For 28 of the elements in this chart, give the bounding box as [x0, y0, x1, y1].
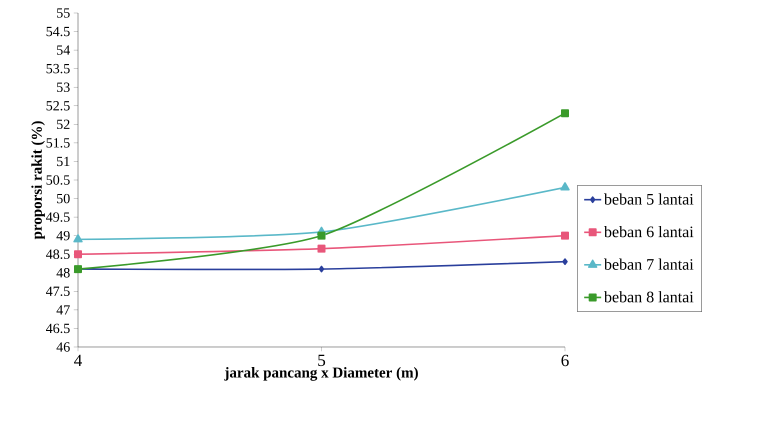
y-tick-label: 51: [57, 156, 70, 166]
legend-label: beban 7 lantai: [604, 258, 694, 270]
x-tick-label: 4: [74, 354, 82, 366]
y-tick-label: 48: [56, 268, 70, 278]
y-tick-label: 47.5: [46, 286, 70, 296]
y-tick-label: 51.5: [46, 138, 70, 148]
y-tick-label: 48.5: [46, 249, 70, 259]
y-tick-label: 50.5: [46, 175, 70, 185]
y-tick-label: 52.5: [46, 101, 70, 111]
y-tick-label: 54: [57, 45, 70, 55]
y-tick-label: 53.5: [46, 64, 70, 74]
y-tick-label: 52: [57, 120, 70, 130]
y-tick-label: 49.5: [46, 212, 70, 222]
legend-label: beban 8 lantai: [604, 291, 694, 302]
y-tick-label: 47: [56, 305, 70, 314]
y-tick-label: 50: [57, 194, 70, 204]
y-axis-title: proporsi rakit (%): [31, 121, 45, 240]
y-tick-label: 46: [56, 342, 70, 352]
x-tick-label: 5: [318, 354, 326, 366]
x-axis-title: jarak pancang x Diameter (m): [224, 367, 418, 381]
y-tick-label: 54.5: [46, 26, 70, 36]
y-tick-label: 55: [57, 8, 70, 18]
y-tick-label: 49: [56, 230, 70, 240]
legend-label: beban 6 lantai: [604, 226, 694, 238]
x-tick-label: 6: [561, 354, 569, 366]
y-tick-label: 46.5: [46, 324, 70, 334]
y-tick-label: 53: [57, 82, 70, 92]
legend-label: beban 5 lantai: [604, 193, 694, 205]
